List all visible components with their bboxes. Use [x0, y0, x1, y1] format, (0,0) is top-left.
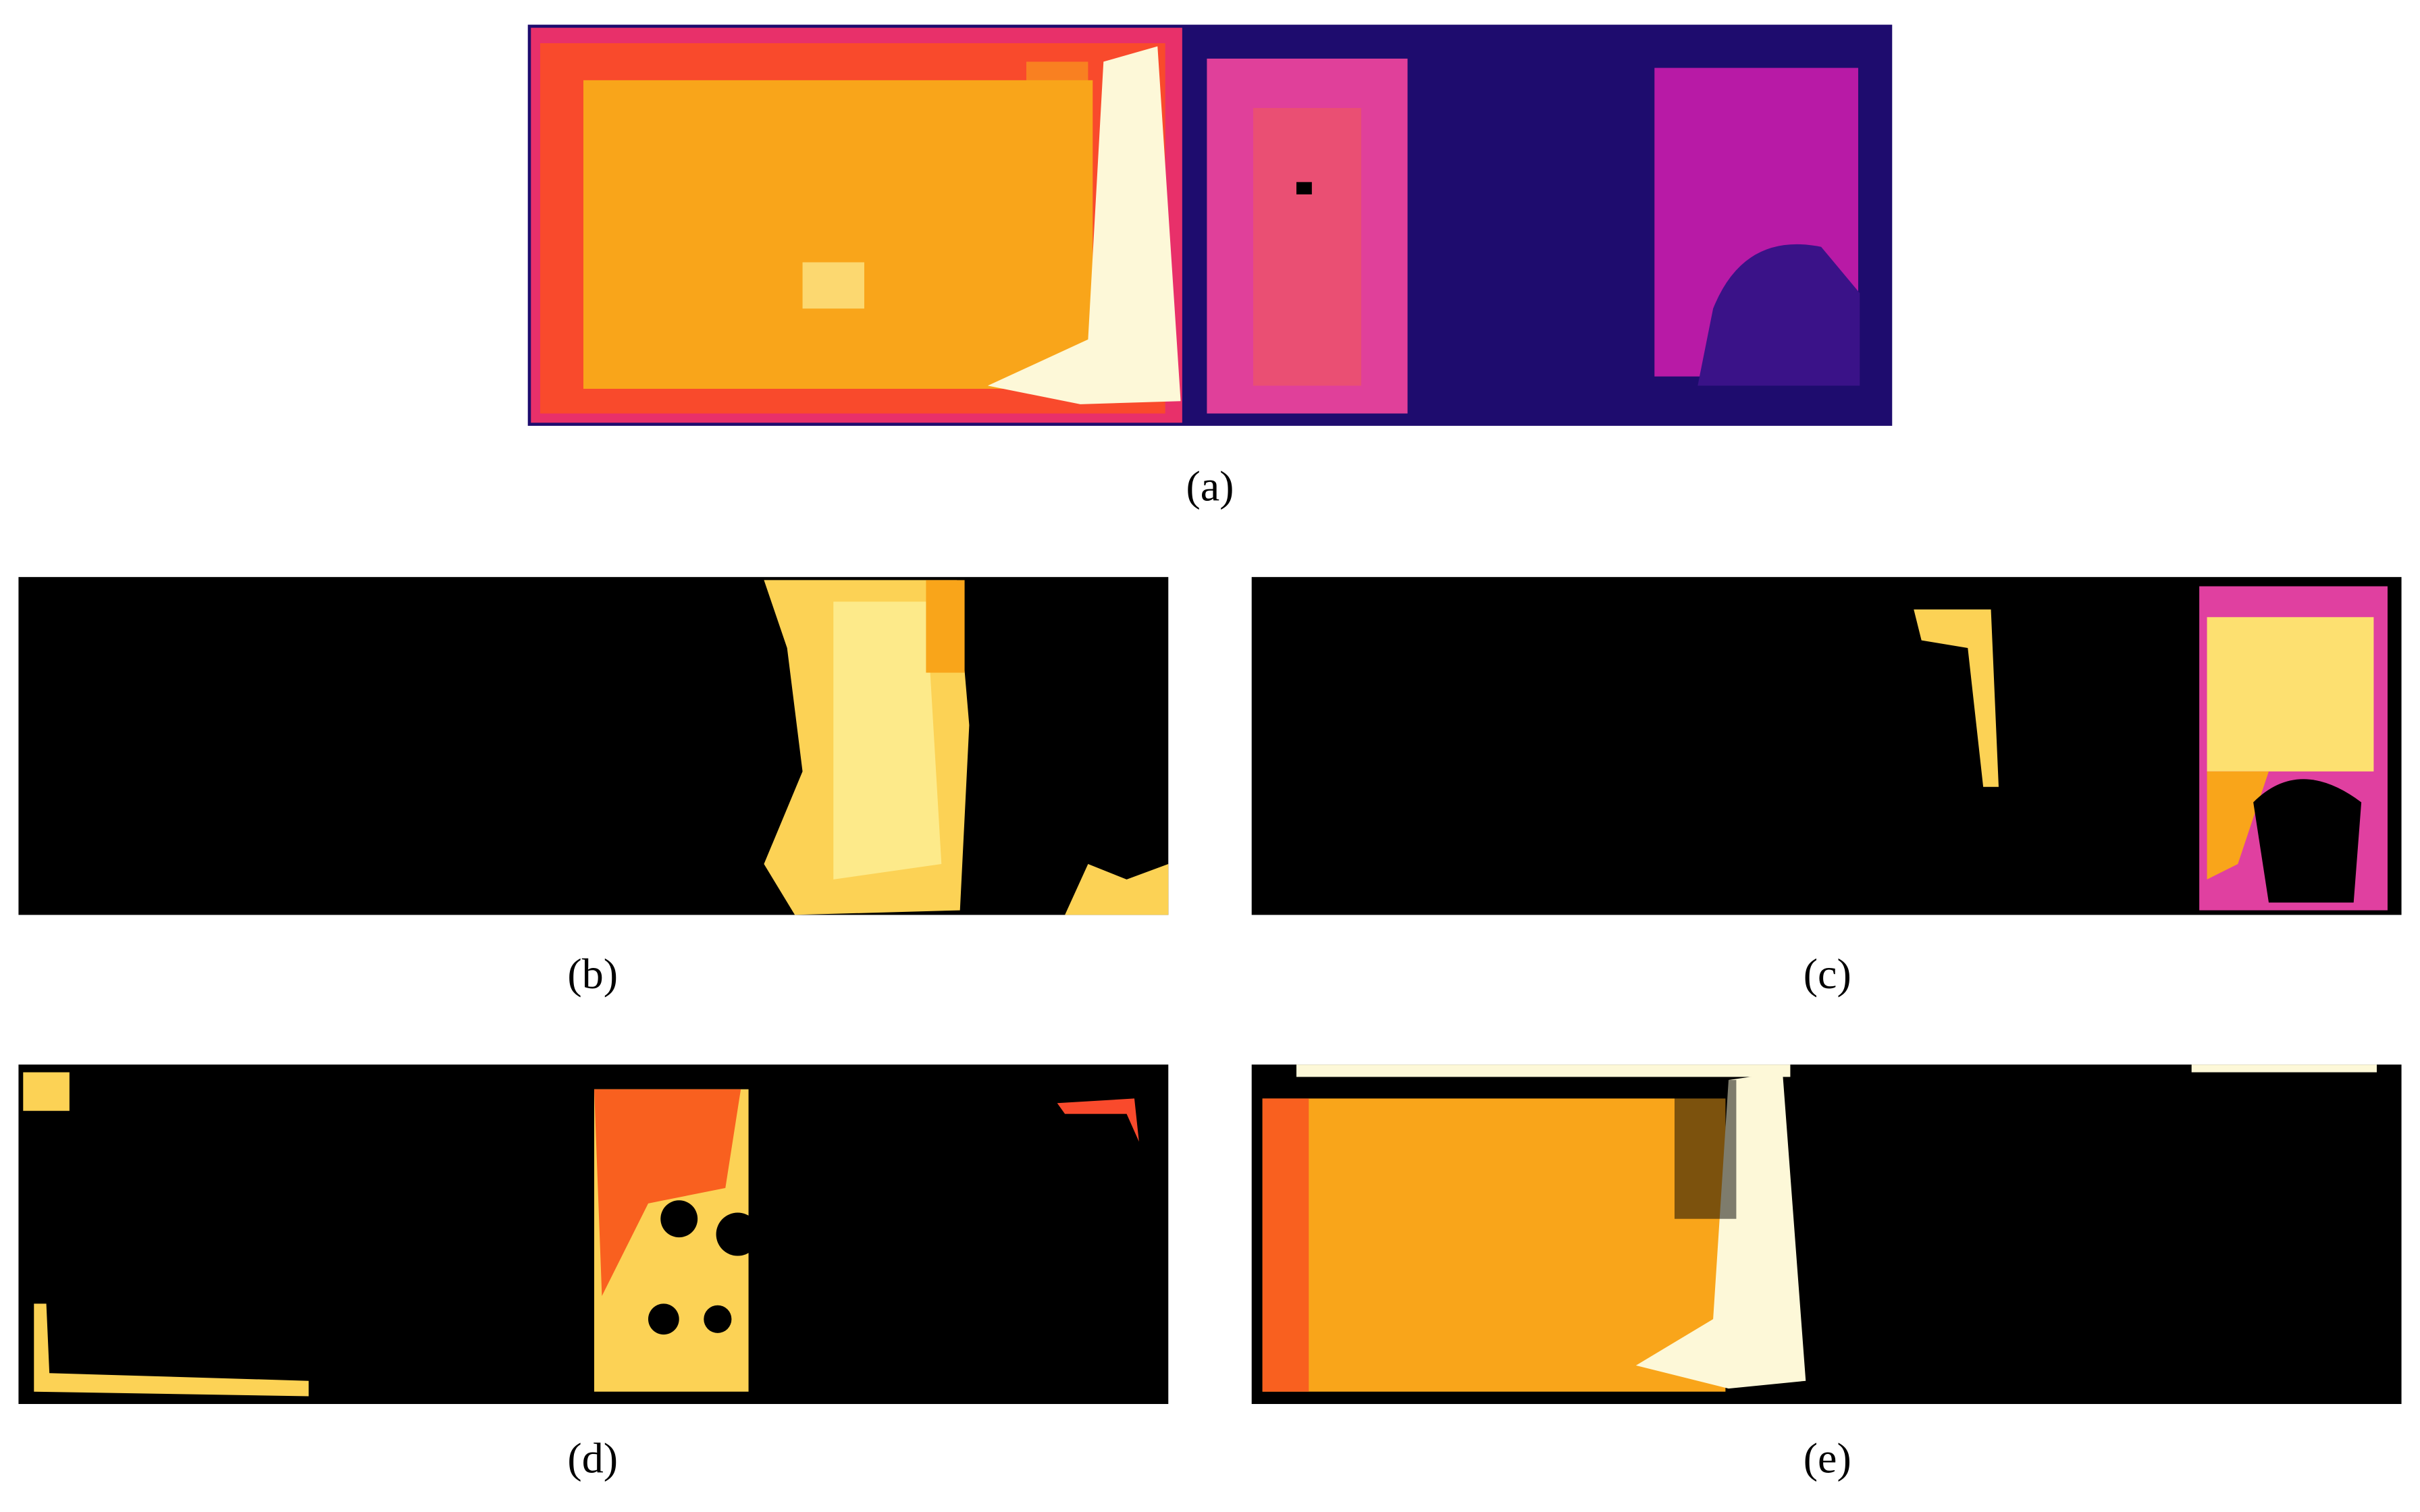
figure-content: (a) (b) (c) (d) (e)	[18, 24, 2402, 1482]
caption: (b)	[567, 950, 618, 998]
panel-c-image	[1251, 576, 2402, 915]
panel-b-image	[18, 576, 1169, 915]
caption: (e)	[1804, 1434, 1851, 1482]
panel-a-image	[527, 24, 1893, 426]
caption: (d)	[567, 1434, 618, 1482]
caption: (c)	[1804, 950, 1851, 998]
panel-e-image	[1251, 1064, 2402, 1404]
caption: (a)	[1186, 462, 1234, 510]
panel-d-image	[18, 1064, 1169, 1404]
